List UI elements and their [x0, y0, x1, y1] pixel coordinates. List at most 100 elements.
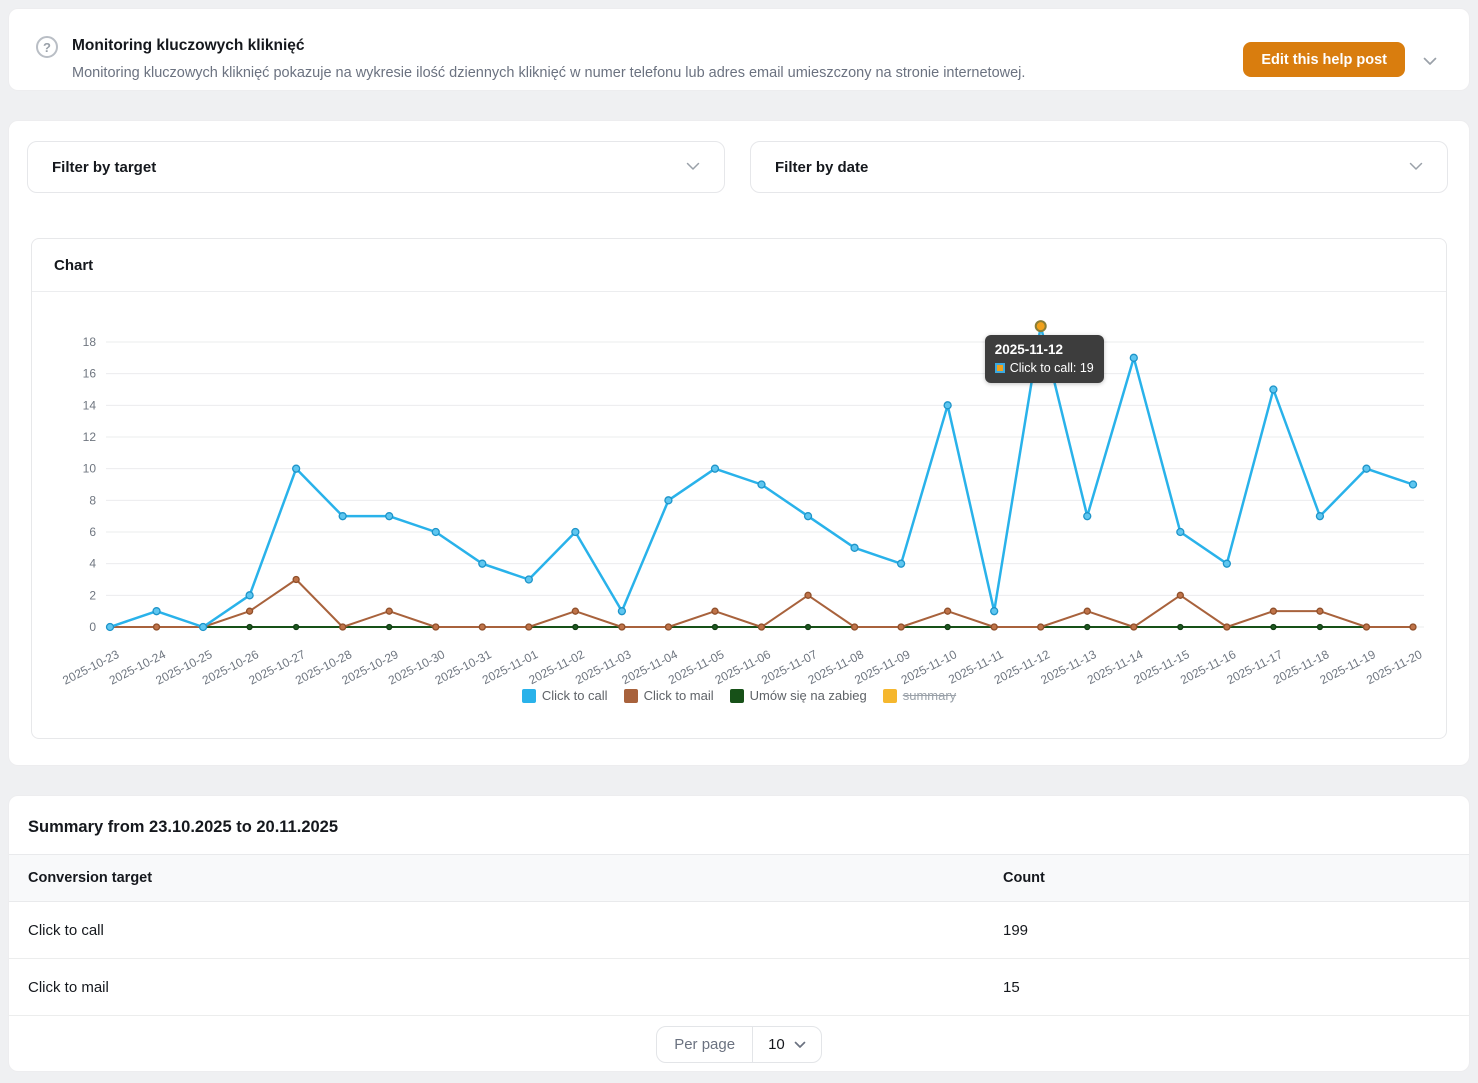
y-axis-tick-label: 4: [89, 557, 96, 571]
data-point[interactable]: [804, 591, 812, 599]
data-point[interactable]: [245, 607, 254, 615]
data-point[interactable]: [1316, 623, 1324, 631]
data-point[interactable]: [664, 496, 673, 505]
data-point[interactable]: [571, 527, 580, 537]
filter-by-date-dropdown[interactable]: Filter by date: [750, 141, 1448, 193]
chevron-down-icon: [686, 158, 700, 176]
conversion-target-cell: Click to mail: [9, 958, 984, 1016]
table-row: Click to call 199: [9, 901, 1469, 959]
data-point[interactable]: [292, 575, 300, 584]
data-point[interactable]: [896, 559, 906, 568]
data-point[interactable]: [1223, 623, 1231, 631]
highlighted-data-point[interactable]: [1034, 320, 1047, 333]
legend-item-click-to-mail[interactable]: Click to mail: [623, 688, 714, 703]
data-point[interactable]: [105, 622, 115, 632]
per-page-control: Per page 10: [656, 1026, 822, 1063]
per-page-value: 10: [768, 1036, 785, 1053]
data-point[interactable]: [897, 623, 905, 631]
data-point[interactable]: [478, 559, 487, 568]
count-cell: 199: [984, 901, 1469, 959]
collapse-help-chevron-down-icon[interactable]: [1423, 53, 1437, 71]
y-axis-tick-label: 12: [83, 430, 97, 444]
data-point[interactable]: [1222, 559, 1232, 568]
data-point[interactable]: [524, 575, 533, 584]
data-point[interactable]: [1269, 607, 1278, 615]
data-point[interactable]: [990, 623, 998, 631]
tooltip-series-swatch: [994, 363, 1005, 374]
data-point[interactable]: [1315, 512, 1325, 521]
data-point[interactable]: [804, 623, 812, 631]
legend-swatch: [882, 688, 897, 703]
data-point[interactable]: [245, 591, 254, 600]
data-point[interactable]: [432, 623, 440, 631]
data-point[interactable]: [664, 623, 673, 631]
legend-label: summary: [902, 688, 957, 703]
legend-item-summary[interactable]: summary: [882, 688, 957, 703]
filter-by-date-label: Filter by date: [775, 158, 869, 176]
data-point[interactable]: [1362, 623, 1371, 631]
data-point[interactable]: [850, 623, 859, 631]
data-point[interactable]: [711, 623, 719, 631]
data-point[interactable]: [943, 401, 952, 410]
summary-table: Conversion target Count Click to call 199…: [9, 854, 1469, 1016]
data-point[interactable]: [618, 623, 626, 631]
data-point[interactable]: [431, 527, 440, 537]
data-point[interactable]: [338, 512, 347, 521]
data-point[interactable]: [710, 464, 720, 473]
per-page-select[interactable]: 10: [752, 1027, 821, 1062]
data-point[interactable]: [386, 623, 393, 631]
data-point[interactable]: [1269, 385, 1278, 394]
data-point[interactable]: [1083, 607, 1091, 615]
data-point[interactable]: [1129, 353, 1138, 362]
data-point[interactable]: [1362, 464, 1371, 473]
edit-help-post-button[interactable]: Edit this help post: [1243, 42, 1405, 77]
data-point[interactable]: [943, 607, 952, 615]
data-point[interactable]: [1177, 623, 1184, 631]
legend-swatch: [521, 688, 536, 703]
data-point[interactable]: [292, 623, 300, 631]
data-point[interactable]: [850, 543, 859, 552]
data-point[interactable]: [1037, 623, 1045, 631]
data-point[interactable]: [711, 607, 719, 615]
data-point[interactable]: [803, 512, 813, 521]
data-point[interactable]: [1176, 591, 1184, 599]
chart-card-header: Chart: [32, 239, 1446, 292]
table-row: Click to mail 15: [9, 958, 1469, 1016]
data-point[interactable]: [617, 607, 627, 616]
legend-label: Umów się na zabieg: [749, 688, 867, 703]
legend-item-click-to-call[interactable]: Click to call: [521, 688, 608, 703]
data-point[interactable]: [1084, 623, 1091, 631]
data-point[interactable]: [385, 512, 394, 521]
filter-by-target-label: Filter by target: [52, 158, 157, 176]
summary-card: Summary from 23.10.2025 to 20.11.2025 Co…: [8, 795, 1470, 1072]
filters-and-chart-card: Filter by target Filter by date Chart 0 2…: [8, 120, 1470, 766]
chart-legend: Click to call Click to mail Umów się na za…: [32, 688, 1446, 703]
data-point[interactable]: [1083, 512, 1092, 521]
data-point[interactable]: [291, 464, 301, 473]
data-point[interactable]: [1409, 623, 1417, 631]
data-point[interactable]: [572, 623, 579, 631]
data-point[interactable]: [478, 623, 486, 631]
data-point[interactable]: [1176, 527, 1185, 537]
data-point[interactable]: [152, 623, 161, 631]
data-point[interactable]: [246, 623, 253, 631]
data-point[interactable]: [944, 623, 951, 631]
data-point[interactable]: [571, 607, 580, 615]
data-point[interactable]: [152, 607, 161, 616]
line-chart: 0246810121416182025-10-232025-10-242025-…: [60, 320, 1425, 688]
data-point[interactable]: [198, 622, 208, 632]
data-point[interactable]: [1270, 623, 1277, 631]
data-point[interactable]: [1130, 623, 1138, 631]
chart-card: Chart 0 2 4 6 8 10 12 14 16 18 2025-10-23 2025-10-2…: [31, 238, 1447, 739]
data-point[interactable]: [990, 607, 999, 616]
legend-item-umów-się-na-zabieg[interactable]: Umów się na zabieg: [729, 688, 867, 703]
data-point[interactable]: [339, 623, 347, 631]
data-point[interactable]: [757, 480, 766, 489]
data-point[interactable]: [1408, 480, 1418, 489]
filter-by-target-dropdown[interactable]: Filter by target: [27, 141, 725, 193]
data-point[interactable]: [1316, 607, 1324, 615]
data-point[interactable]: [525, 623, 533, 631]
data-point[interactable]: [385, 607, 393, 615]
data-point[interactable]: [757, 623, 766, 631]
series-line: [110, 578, 1413, 628]
